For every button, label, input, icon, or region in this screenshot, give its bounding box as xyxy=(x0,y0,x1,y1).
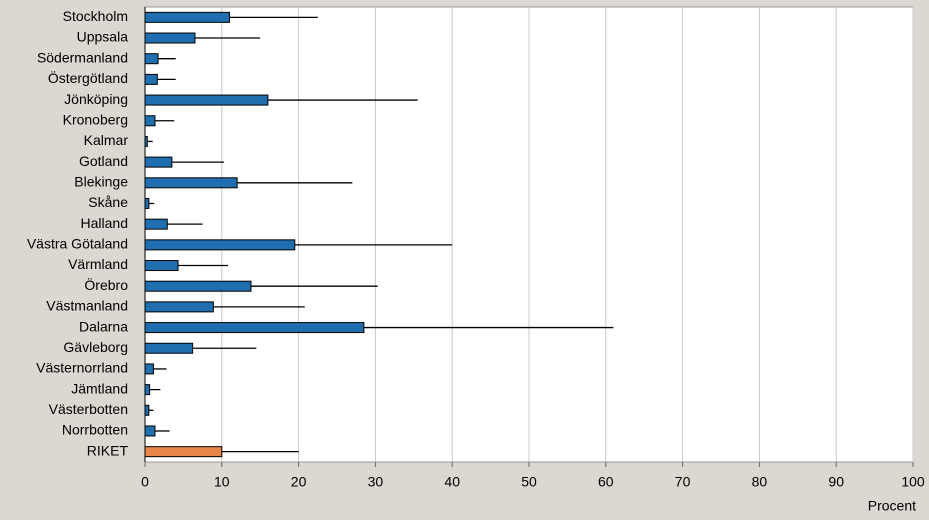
y-tick-label: Södermanland xyxy=(37,49,128,65)
y-tick-label: Kronoberg xyxy=(63,111,128,127)
bar xyxy=(144,197,150,209)
y-tick-label: Dalarna xyxy=(79,318,128,334)
bar xyxy=(144,363,154,375)
bar xyxy=(144,53,159,65)
bar xyxy=(144,32,196,44)
y-tick-label: Kalmar xyxy=(84,132,129,148)
y-tick-label: Gotland xyxy=(79,153,128,169)
y-tick-label: Västra Götaland xyxy=(27,236,128,252)
y-tick-label: Jönköping xyxy=(64,91,128,107)
bar xyxy=(144,384,151,396)
y-tick-label: Halland xyxy=(81,215,128,231)
bar xyxy=(144,425,156,437)
bar xyxy=(144,156,173,168)
bar xyxy=(144,280,252,292)
x-tick-label: 40 xyxy=(444,474,460,490)
bar xyxy=(144,342,194,354)
bar xyxy=(144,239,296,251)
x-tick-label: 80 xyxy=(752,474,768,490)
bar xyxy=(144,94,269,106)
bar xyxy=(144,446,223,458)
x-tick-label: 60 xyxy=(598,474,614,490)
y-tick-label: Norrbotten xyxy=(62,422,128,438)
bar xyxy=(144,115,156,127)
x-tick-label: 100 xyxy=(901,474,925,490)
x-tick-label: 10 xyxy=(214,474,230,490)
bar xyxy=(144,260,179,272)
bar xyxy=(144,404,150,416)
y-tick-label: Skåne xyxy=(88,194,128,210)
y-tick-label: Uppsala xyxy=(77,29,129,45)
x-tick-label: 0 xyxy=(141,474,149,490)
y-tick-label: Örebro xyxy=(84,276,128,293)
x-tick-label: 50 xyxy=(521,474,537,490)
x-tick-label: 70 xyxy=(675,474,691,490)
y-tick-label: Värmland xyxy=(68,256,128,272)
x-axis-label: Procent xyxy=(868,498,916,514)
x-tick-label: 30 xyxy=(368,474,384,490)
x-tick-label: 90 xyxy=(828,474,844,490)
y-tick-label: Jämtland xyxy=(71,380,128,396)
y-tick-label: Östergötland xyxy=(48,69,128,86)
bar xyxy=(144,73,158,85)
y-tick-label: Gävleborg xyxy=(63,339,128,355)
bar xyxy=(144,177,238,189)
y-tick-label: Västernorrland xyxy=(36,360,128,376)
bar xyxy=(144,218,168,230)
y-tick-label: RIKET xyxy=(87,442,129,458)
bar xyxy=(144,322,365,334)
y-tick-label: Blekinge xyxy=(74,173,128,189)
y-tick-label: Västerbotten xyxy=(49,401,128,417)
bar xyxy=(144,301,214,313)
y-tick-label: Västmanland xyxy=(46,298,128,314)
x-tick-label: 20 xyxy=(291,474,307,490)
bar xyxy=(144,11,230,23)
y-tick-label: Stockholm xyxy=(63,8,128,24)
